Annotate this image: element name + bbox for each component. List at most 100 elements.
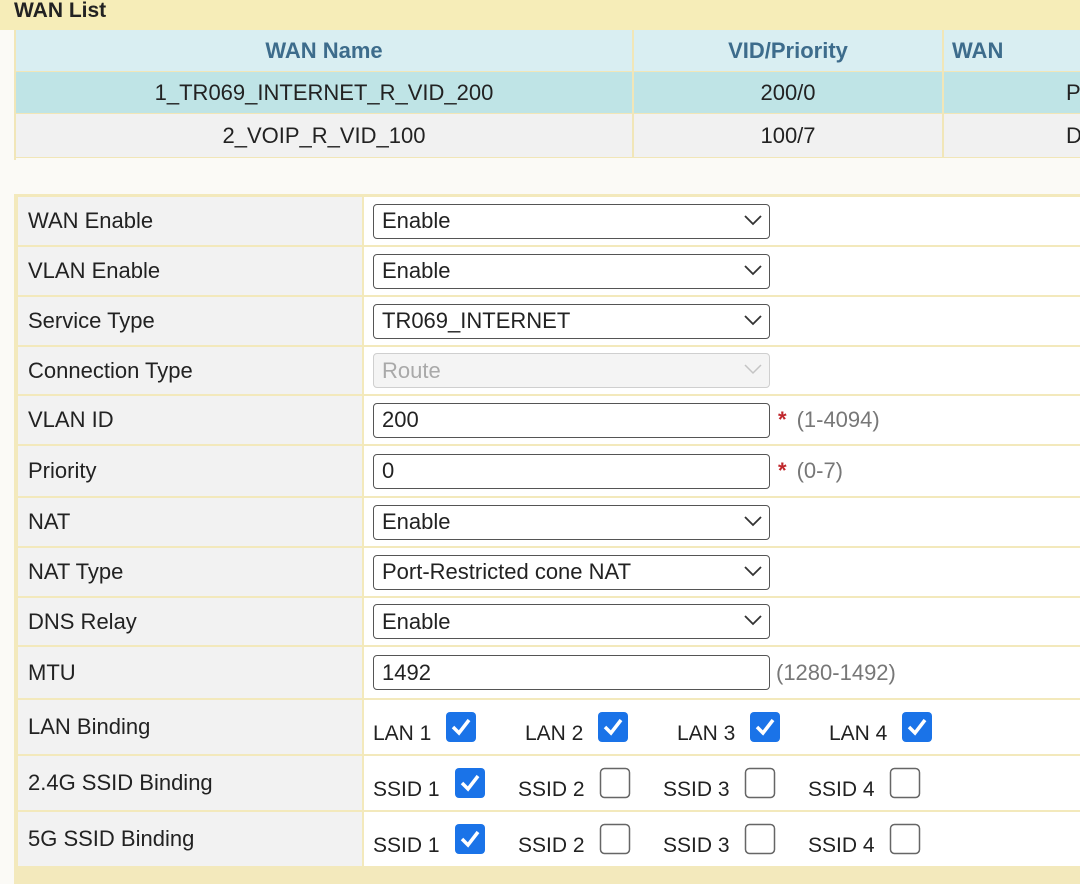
required-mark: *: [778, 458, 787, 483]
checkbox-label: LAN 3: [677, 722, 736, 745]
field-control: SSID 1 SSID 2 SSID 3 SSID 4: [364, 812, 1080, 866]
field-value: 200: [382, 407, 419, 432]
dropdown[interactable]: Enable: [373, 504, 770, 540]
checkbox-label: SSID 1: [373, 834, 440, 857]
checkbox-checked: [454, 768, 485, 798]
field-label: DNS Relay: [18, 598, 362, 645]
field-value: TR069_INTERNET: [382, 308, 571, 333]
checkbox-unchecked: [599, 767, 630, 799]
table-cell: P: [944, 72, 1080, 114]
checkbox-label: LAN 1: [373, 722, 432, 745]
text-input[interactable]: 200: [373, 402, 770, 438]
range-hint: (1-4094): [796, 407, 880, 432]
section-title: WAN List: [0, 0, 1080, 30]
field-control: 1492 (1280-1492): [364, 647, 1080, 698]
field-value: Enable: [382, 208, 451, 233]
wan-form: WAN Enable Enable VLAN Enable Enable Service…: [14, 194, 1080, 884]
checkbox-label: SSID 4: [808, 834, 875, 857]
field-control: Port-Restricted cone NAT: [364, 548, 1080, 596]
column-header: WAN: [944, 30, 1080, 72]
checkbox-label: LAN 4: [829, 722, 888, 745]
dropdown[interactable]: Enable: [373, 253, 770, 289]
table-cell: 1_TR069_INTERNET_R_VID_200: [16, 72, 634, 114]
dropdown[interactable]: Port-Restricted cone NAT: [373, 554, 770, 590]
checkbox-unchecked: [744, 767, 775, 799]
dropdown[interactable]: Enable: [373, 203, 770, 239]
checkbox-item[interactable]: LAN 3: [677, 712, 829, 746]
dropdown-arrow: [744, 364, 762, 375]
field-control: Enable: [364, 498, 1080, 546]
field-control: Route: [364, 347, 1080, 394]
field-label: WAN Enable: [18, 197, 362, 245]
checkbox-item[interactable]: LAN 2: [525, 712, 677, 746]
checkbox-label: SSID 2: [518, 834, 585, 857]
field-value: Port-Restricted cone NAT: [382, 559, 632, 584]
field-label: LAN Binding: [18, 700, 362, 754]
field-control: Enable: [364, 197, 1080, 245]
text-input[interactable]: 0: [373, 453, 770, 489]
checkbox-unchecked: [599, 823, 630, 855]
checkbox-item[interactable]: SSID 4: [808, 823, 953, 858]
checkbox-unchecked: [889, 823, 920, 855]
table-cell: 200/0: [634, 72, 944, 114]
field-control: SSID 1 SSID 2 SSID 3 SSID 4: [364, 756, 1080, 810]
checkbox-checked: [750, 712, 781, 742]
field-control: Enable: [364, 247, 1080, 295]
checkbox-label: SSID 1: [373, 778, 440, 801]
checkbox-item[interactable]: SSID 4: [808, 767, 953, 802]
field-control: LAN 1 LAN 2 LAN 3 LAN 4: [364, 700, 1080, 754]
table-cell: D: [944, 114, 1080, 158]
dropdown-arrow: [744, 264, 762, 275]
field-label: NAT Type: [18, 548, 362, 596]
field-control: 200 * (1-4094): [364, 396, 1080, 444]
field-label: Service Type: [18, 297, 362, 345]
checkbox-item[interactable]: SSID 1: [373, 824, 518, 858]
checkbox-item[interactable]: SSID 2: [518, 823, 663, 858]
field-value: 1492: [382, 659, 431, 685]
field-value: 0: [382, 458, 395, 483]
field-value: Enable: [382, 509, 451, 534]
field-label: VLAN Enable: [18, 247, 362, 295]
dropdown[interactable]: TR069_INTERNET: [373, 303, 770, 339]
checkbox-checked: [446, 712, 477, 742]
checkbox-item[interactable]: SSID 1: [373, 768, 518, 802]
dropdown-arrow: [744, 565, 762, 576]
range-hint: (1280-1492): [776, 659, 896, 685]
dropdown-arrow: [744, 214, 762, 225]
checkbox-item[interactable]: SSID 3: [663, 823, 808, 858]
checkbox-label: SSID 4: [808, 778, 875, 801]
checkbox-unchecked: [889, 767, 920, 799]
checkbox-unchecked: [744, 823, 775, 855]
checkbox-item[interactable]: SSID 3: [663, 767, 808, 802]
text-input[interactable]: 1492: [373, 655, 770, 690]
checkbox-label: SSID 3: [663, 834, 730, 857]
dropdown[interactable]: Enable: [373, 604, 770, 639]
field-label: 2.4G SSID Binding: [18, 756, 362, 810]
field-label: VLAN ID: [18, 396, 362, 444]
column-header: VID/Priority: [634, 30, 944, 72]
checkbox-label: LAN 2: [525, 722, 584, 745]
field-control: Enable: [364, 598, 1080, 645]
checkbox-label: SSID 3: [663, 778, 730, 801]
dropdown-arrow: [744, 615, 762, 626]
field-label: 5G SSID Binding: [18, 812, 362, 866]
range-hint: (0-7): [796, 458, 844, 483]
wan-table: WAN Name VID/Priority WAN 1_TR069_INTERNET_…: [14, 30, 1080, 160]
field-value: Route: [382, 357, 441, 383]
column-header: WAN Name: [16, 30, 634, 72]
field-label: Priority: [18, 446, 362, 496]
required-mark: *: [778, 407, 787, 432]
checkbox-checked: [454, 824, 485, 854]
dropdown-arrow: [744, 314, 762, 325]
field-value: Enable: [382, 608, 451, 634]
checkbox-checked: [598, 712, 629, 742]
checkbox-item[interactable]: LAN 1: [373, 712, 525, 746]
field-label: MTU: [18, 647, 362, 698]
checkbox-item[interactable]: SSID 2: [518, 767, 663, 802]
checkbox-checked: [902, 712, 933, 742]
field-label: NAT: [18, 498, 362, 546]
field-control: 0 * (0-7): [364, 446, 1080, 496]
dropdown: Route: [373, 353, 770, 388]
checkbox-item[interactable]: LAN 4: [829, 712, 981, 746]
